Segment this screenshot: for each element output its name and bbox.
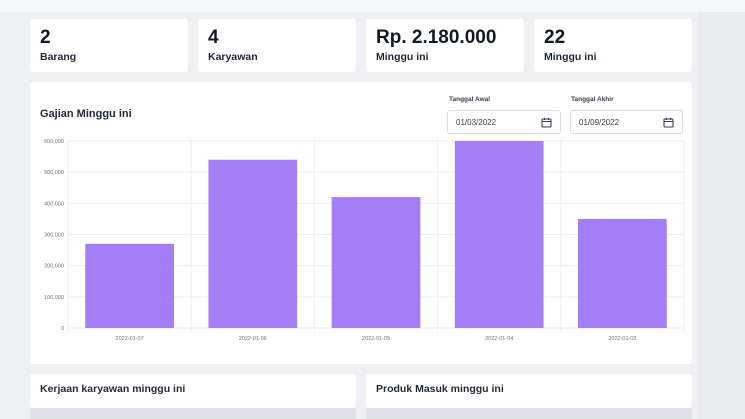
y-tick-label: 600,000 [44,139,64,145]
stat-value: 4 [208,27,219,48]
panel-title: Kerjaan karyawan minggu ini [40,383,186,395]
y-tick-label: 400,000 [44,201,64,207]
y-tick-label: 100,000 [44,295,64,301]
bar [578,218,667,328]
calendar-icon[interactable] [663,117,674,128]
y-tick-label: 0 [61,326,64,332]
x-tick-label: 2022-01-07 [116,336,144,342]
y-tick-label: 500,000 [44,170,64,176]
bar-chart: 0 100,000 200,000 300,000 400,000 500,000 600,… [44,139,685,342]
bar [208,159,298,328]
panel-produk: Produk Masuk minggu ini [366,374,692,408]
panel-divider [30,408,356,419]
top-strip [0,0,745,12]
stat-card-gaji: Rp. 2.180.000 Minggu ini [366,19,524,72]
stat-value: 2 [40,27,51,48]
calendar-icon[interactable] [541,117,552,128]
stat-card-barang: 2 Barang [30,19,188,72]
stat-label: Barang [40,51,77,63]
bar [454,141,544,328]
start-date-field[interactable]: 01/03/2022 [447,110,561,134]
chart-card: Gajian Minggu ini Tanggal Awal 01/03/202… [30,82,692,364]
bar [331,197,421,328]
stat-value: Rp. 2.180.000 [376,27,497,48]
chart-title: Gajian Minggu ini [40,108,132,120]
x-tick-label: 2022-01-03 [608,336,636,342]
stat-value: 22 [544,27,566,48]
x-tick-label: 2022-01-04 [485,336,513,342]
x-tick-label: 2022-01-06 [239,336,267,342]
panel-divider [366,408,692,419]
stat-card-minggu: 22 Minggu ini [534,19,692,72]
y-tick-label: 300,000 [44,233,64,239]
y-tick-label: 200,000 [44,264,64,270]
end-date-field[interactable]: 01/09/2022 [570,110,683,134]
x-tick-label: 2022-01-05 [362,336,390,342]
stat-label: Minggu ini [544,51,597,63]
end-date-value: 01/09/2022 [579,117,620,127]
start-date-value: 01/03/2022 [456,117,497,127]
end-date-label: Tanggal Akhir [571,96,614,103]
bar [85,243,174,328]
stat-card-karyawan: 4 Karyawan [198,19,356,72]
stat-label: Karyawan [208,51,258,63]
panel-title: Produk Masuk minggu ini [376,383,504,395]
right-gutter [698,12,745,419]
start-date-label: Tanggal Awal [449,96,491,103]
stat-label: Minggu ini [376,51,429,63]
panel-kerjaan: Kerjaan karyawan minggu ini [30,374,356,408]
